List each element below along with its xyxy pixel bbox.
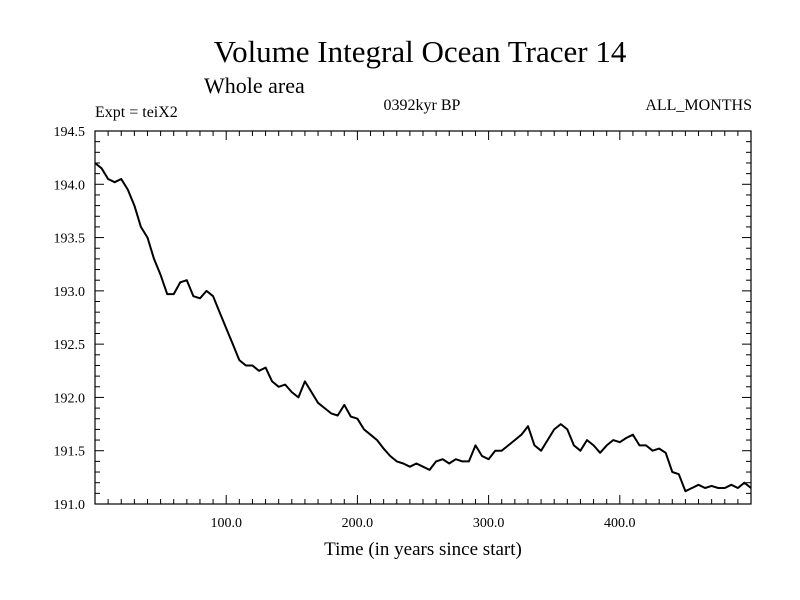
plot-frame (94, 130, 752, 505)
series-layer (94, 162, 752, 493)
y-tick-label: 192.0 (54, 391, 86, 406)
x-tick-label: 200.0 (342, 516, 374, 531)
x-tick-label: 100.0 (210, 516, 242, 531)
chart-subtitle: Whole area (204, 73, 305, 98)
period-label: 0392kyr BP (384, 97, 461, 114)
y-tick-label: 194.5 (54, 125, 86, 140)
y-axis: 191.0 191.5 192.0 192.5 193.0 193.5 194.0 194.5 (54, 125, 751, 513)
months-label: ALL_MONTHS (645, 97, 752, 114)
x-tick-label: 400.0 (604, 516, 636, 531)
y-tick-label: 193.5 (54, 232, 86, 247)
x-tick-label: 300.0 (473, 516, 505, 531)
y-tick-label: 194.0 (54, 178, 86, 193)
experiment-label: Expt = teiX2 (95, 104, 178, 121)
x-axis: 100.0 200.0 300.0 400.0 (107, 131, 739, 531)
y-tick-label: 191.0 (54, 498, 86, 513)
chart-title: Volume Integral Ocean Tracer 14 (214, 34, 627, 69)
series-line-1 (94, 162, 752, 493)
y-tick-label: 193.0 (54, 285, 86, 300)
y-tick-label: 192.5 (54, 338, 86, 353)
x-axis-label: Time (in years since start) (324, 539, 522, 560)
y-tick-label: 191.5 (54, 445, 86, 460)
